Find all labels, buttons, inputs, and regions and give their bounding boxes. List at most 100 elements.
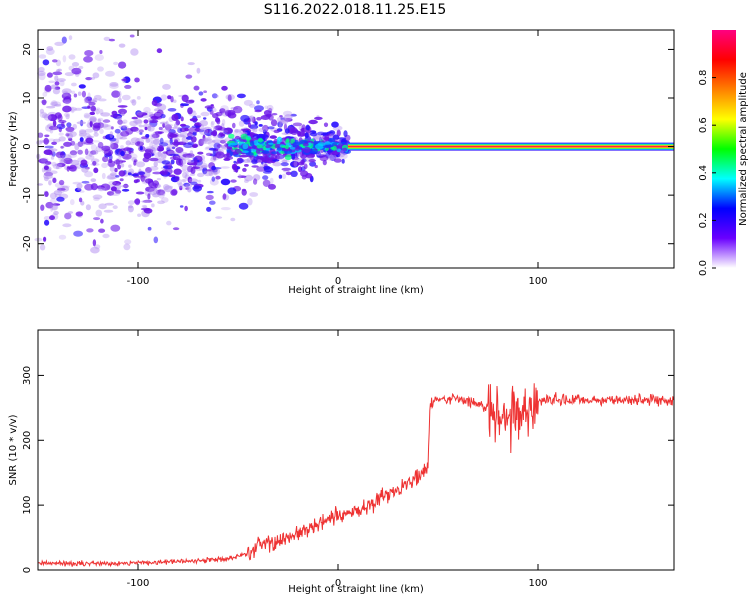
spectrogram-xtick-label: -100 [127,276,150,287]
spectral-blob [69,150,78,156]
spectral-blob [135,191,145,195]
spectral-blob [197,151,204,155]
spectral-blob [51,204,58,211]
snr-ytick-label: 200 [22,431,33,450]
spectral-blob [249,192,259,197]
spectral-blob [187,186,192,193]
spectral-blob [166,220,172,226]
spectral-blob [125,127,134,135]
spectral-blob [281,173,287,179]
spectral-blob [176,150,185,154]
spectral-blob [140,207,150,211]
spectral-blob [81,180,90,184]
spectrogram-ytick-label: 20 [22,43,33,56]
spectral-blob [301,124,306,132]
spectral-blob [124,84,132,89]
spectral-blob [249,103,256,108]
spectral-blob [263,165,271,170]
spectral-blob [104,202,115,206]
spectral-blob [120,184,130,188]
spectral-blob [136,176,143,180]
spectral-blob [221,85,228,91]
spectral-blob [92,122,102,129]
spectral-blob [238,158,245,163]
spectral-blob [145,167,152,173]
spectral-blob [110,224,121,232]
spectral-blob [130,150,134,154]
spectral-blob [319,154,329,162]
spectral-blob [141,204,148,208]
snr-xtick-label: 0 [335,578,341,589]
spectral-blob [248,122,252,128]
spectral-blob [136,111,143,116]
spectral-blob [203,90,208,93]
spectral-blob [280,160,291,163]
spectral-blob [114,128,121,134]
spectral-blob [37,132,43,137]
spectral-blob [169,156,179,161]
spectral-blob [228,142,238,146]
spectral-blob [43,173,53,180]
spectral-blob [90,162,100,166]
spectral-blob [110,114,120,118]
spectral-blob [61,36,67,44]
spectral-blob [189,173,196,177]
spectral-blob [283,110,293,117]
spectral-blob [343,130,348,138]
spectral-blob [109,131,114,139]
spectral-blob [141,176,146,184]
spectral-blob [121,94,131,101]
spectral-blob [135,179,140,183]
spectral-blob [73,93,78,98]
spectral-blob [192,143,199,148]
snr-series-line [37,383,674,568]
spectral-blob [123,183,129,189]
spectral-blob [269,135,277,139]
spectral-blob [216,144,223,148]
spectral-blob [73,230,83,237]
spectral-blob [43,236,47,242]
spectral-blob [99,50,103,54]
spectral-blob [109,82,119,87]
spectral-blob [205,194,214,201]
spectral-blob [163,140,171,144]
spectral-blob [112,205,118,210]
spectral-blob [95,107,101,111]
spectral-blob [92,194,103,200]
spectral-blob [240,133,249,140]
spectral-blob [152,138,161,145]
spectral-blob [211,139,216,143]
spectral-blob [172,126,180,130]
spectral-blob [59,80,65,87]
spectral-blob [95,209,103,217]
spectral-blob [170,189,178,196]
spectral-blob [190,167,196,175]
spectral-blob [185,155,194,158]
spectral-blob [200,98,207,102]
spectral-blob [269,177,274,185]
spectral-blob [323,122,329,128]
spectral-blob [280,162,289,167]
spectral-blob [89,111,96,116]
spectral-blob [188,178,198,183]
spectral-blob [220,105,229,112]
snr-xtick-label: -100 [127,578,150,589]
spectral-blob [172,99,177,103]
spectral-blob [85,137,94,144]
spectral-blob [134,198,141,205]
spectral-blob [215,151,225,159]
spectral-blob [138,124,144,128]
spectral-blob [179,160,184,167]
spectral-blob [233,154,241,158]
spectral-blob [70,107,75,114]
spectral-blob [251,165,259,168]
spectral-blob [204,105,215,109]
spectral-blob [118,125,126,129]
spectral-blob [85,204,91,211]
spectral-blob [158,126,163,131]
spectral-blob [124,239,132,245]
spectral-blob [118,90,122,98]
snr-ytick-label: 0 [22,567,33,573]
spectral-blob [129,120,138,127]
